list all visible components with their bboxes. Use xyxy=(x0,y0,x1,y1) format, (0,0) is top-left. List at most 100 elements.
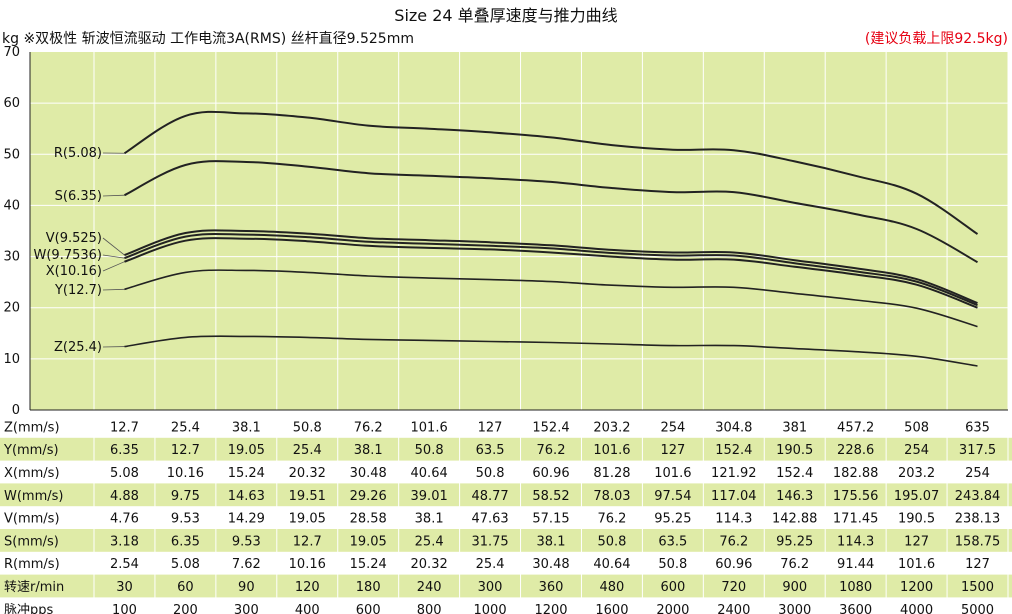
y-tick-label: 40 xyxy=(3,198,20,213)
table-cell: 5.08 xyxy=(171,557,200,572)
series-label-leader xyxy=(102,261,125,272)
table-cell: 152.4 xyxy=(532,420,569,435)
table-cell: 95.25 xyxy=(776,534,813,549)
table-cell: 19.51 xyxy=(289,489,326,504)
table-row-label: R(mm/s) xyxy=(4,557,60,572)
table-cell: 127 xyxy=(965,557,990,572)
series-label: W(9.7536) xyxy=(34,248,103,263)
table-cell: 90 xyxy=(238,580,255,595)
y-tick-label: 30 xyxy=(3,250,20,265)
table-cell: 127 xyxy=(904,534,929,549)
table-cell: 238.13 xyxy=(955,512,1001,527)
table-cell: 10.16 xyxy=(289,557,326,572)
table-cell: 25.4 xyxy=(476,557,505,572)
table-cell: 180 xyxy=(356,580,381,595)
table-cell: 76.2 xyxy=(597,512,626,527)
table-cell: 121.92 xyxy=(711,466,757,481)
table-cell: 50.8 xyxy=(293,420,322,435)
plot-area xyxy=(30,52,1008,410)
table-cell: 10.16 xyxy=(167,466,204,481)
table-cell: 101.6 xyxy=(898,557,935,572)
series-label-leader xyxy=(102,254,125,259)
table-cell: 12.7 xyxy=(293,534,322,549)
table-cell: 12.7 xyxy=(110,420,139,435)
table-cell: 100 xyxy=(112,603,137,614)
table-cell: 50.8 xyxy=(476,466,505,481)
table-cell: 3.18 xyxy=(110,534,139,549)
table-cell: 381 xyxy=(782,420,807,435)
table-cell: 30 xyxy=(116,580,133,595)
table-cell: 6.35 xyxy=(110,443,139,458)
table-cell: 78.03 xyxy=(593,489,630,504)
series-label: S(6.35) xyxy=(55,189,102,204)
table-cell: 228.6 xyxy=(837,443,874,458)
table-row-label: S(mm/s) xyxy=(4,534,59,549)
y-tick-label: 50 xyxy=(3,147,20,162)
table-cell: 146.3 xyxy=(776,489,813,504)
table-cell: 2.54 xyxy=(110,557,139,572)
table-cell: 31.75 xyxy=(471,534,508,549)
y-tick-label: 10 xyxy=(3,352,20,367)
table-cell: 76.2 xyxy=(780,557,809,572)
table-row-label: V(mm/s) xyxy=(4,512,60,527)
table-cell: 12.7 xyxy=(171,443,200,458)
table-cell: 9.53 xyxy=(232,534,261,549)
table-cell: 76.2 xyxy=(354,420,383,435)
table-cell: 114.3 xyxy=(837,534,874,549)
table-cell: 600 xyxy=(660,580,685,595)
table-cell: 1200 xyxy=(534,603,567,614)
table-cell: 120 xyxy=(295,580,320,595)
table-cell: 600 xyxy=(356,603,381,614)
table-cell: 2000 xyxy=(656,603,689,614)
table-row-stripe xyxy=(0,529,1012,552)
table-cell: 5.08 xyxy=(110,466,139,481)
table-cell: 15.24 xyxy=(228,466,265,481)
table-cell: 200 xyxy=(173,603,198,614)
table-cell: 20.32 xyxy=(289,466,326,481)
series-line xyxy=(124,229,978,305)
table-cell: 50.8 xyxy=(597,534,626,549)
table-cell: 40.64 xyxy=(593,557,630,572)
table-cell: 182.88 xyxy=(833,466,879,481)
series-label: V(9.525) xyxy=(46,231,102,246)
series-line xyxy=(124,232,978,307)
table-row-stripe xyxy=(0,574,1012,598)
table-cell: 117.04 xyxy=(711,489,757,504)
table-cell: 101.6 xyxy=(411,420,448,435)
y-axis-label: kg ※双极性 斩波恒流驱动 工作电流3A(RMS) 丝杆直径9.525mm xyxy=(2,31,414,47)
table-cell: 254 xyxy=(660,420,685,435)
table-cell: 1000 xyxy=(474,603,507,614)
y-tick-label: 20 xyxy=(3,301,20,316)
table-cell: 243.84 xyxy=(955,489,1001,504)
table-cell: 63.5 xyxy=(658,534,687,549)
table-cell: 95.25 xyxy=(654,512,691,527)
table-cell: 57.15 xyxy=(532,512,569,527)
table-cell: 76.2 xyxy=(719,534,748,549)
series-label: R(5.08) xyxy=(54,146,102,161)
table-cell: 7.62 xyxy=(232,557,261,572)
table-cell: 97.54 xyxy=(654,489,691,504)
table-cell: 304.8 xyxy=(715,420,752,435)
series-label: X(10.16) xyxy=(46,264,102,279)
table-cell: 3600 xyxy=(839,603,872,614)
table-cell: 635 xyxy=(965,420,990,435)
table-cell: 158.75 xyxy=(955,534,1001,549)
table-cell: 4.76 xyxy=(110,512,139,527)
table-cell: 2400 xyxy=(717,603,750,614)
table-cell: 152.4 xyxy=(715,443,752,458)
table-row-label: Z(mm/s) xyxy=(4,420,60,435)
series-line xyxy=(124,237,978,309)
table-cell: 195.07 xyxy=(894,489,940,504)
series-label-leader xyxy=(102,288,125,291)
table-cell: 317.5 xyxy=(959,443,996,458)
table-row-stripe xyxy=(0,437,1012,461)
series-line xyxy=(124,160,978,264)
table-cell: 38.1 xyxy=(232,420,261,435)
table-cell: 300 xyxy=(234,603,259,614)
table-cell: 254 xyxy=(904,443,929,458)
table-cell: 9.75 xyxy=(171,489,200,504)
table-cell: 190.5 xyxy=(776,443,813,458)
chart-title: Size 24 单叠厚速度与推力曲线 xyxy=(394,6,618,25)
y-tick-label: 70 xyxy=(3,45,20,60)
table-row-label: Y(mm/s) xyxy=(3,443,59,458)
